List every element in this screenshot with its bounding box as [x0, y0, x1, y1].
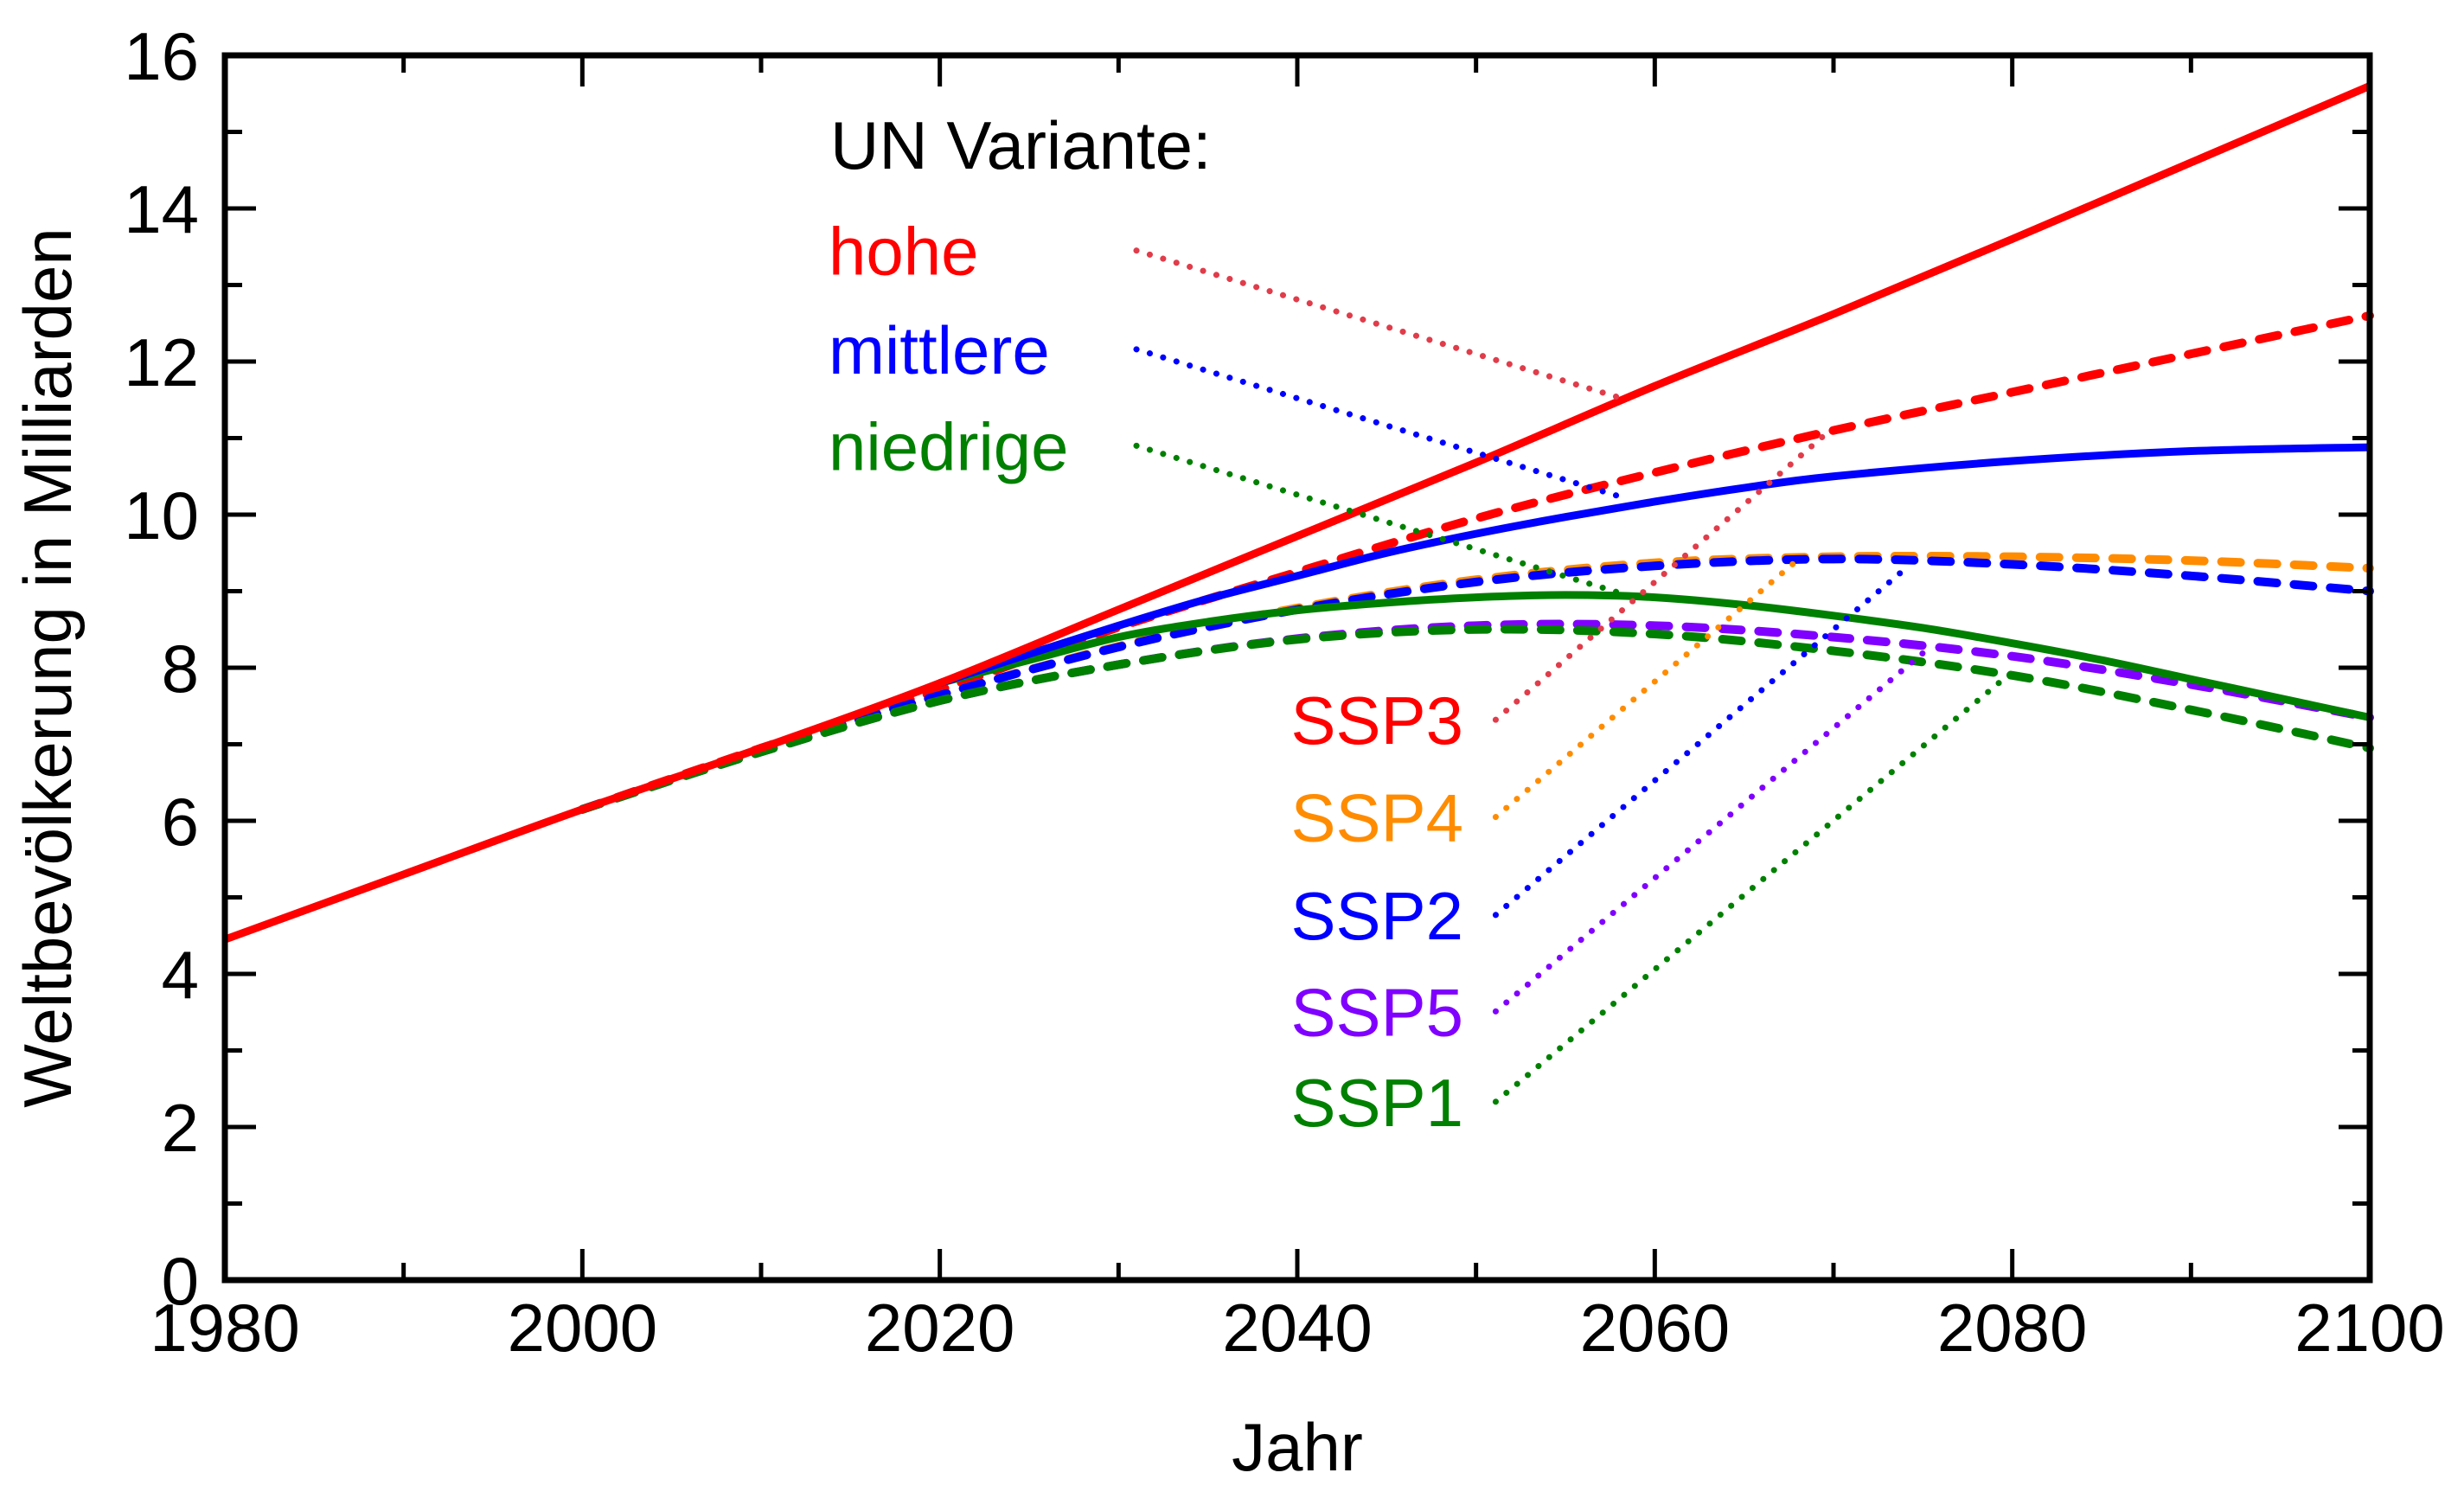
series-label-hohe: hohe [829, 214, 979, 290]
y-tick-label: 6 [162, 784, 199, 860]
legend-heading: UN Variante: [830, 107, 1212, 183]
y-tick-label: 14 [124, 171, 199, 247]
series-label-ssp3: SSP3 [1291, 682, 1463, 759]
leader-line-ssp2 [1492, 566, 1909, 919]
series-line-ssp3 [578, 311, 2374, 814]
x-tick-label: 2020 [865, 1290, 1015, 1366]
series-layer [223, 82, 2374, 944]
axes [221, 52, 2373, 1284]
leader-line-ssp5 [1492, 647, 1930, 1015]
y-tick-label: 4 [162, 937, 199, 1013]
leader-line-ssp1 [1492, 677, 2005, 1105]
tick-labels: 1980 2000 2020 2040 2060 2080 2100 0 2 4 6 8 10 12 14 1… [124, 18, 2445, 1366]
y-tick-label: 2 [162, 1090, 199, 1166]
series-label-ssp2: SSP2 [1291, 878, 1463, 954]
leader-line-mittlere [1133, 346, 1622, 500]
leader-line-ssp4 [1492, 554, 1803, 821]
x-axis-title: Jahr [1232, 1409, 1363, 1485]
x-tick-label: 2040 [1222, 1290, 1373, 1366]
series-labels: hohe mittlere niedrige SSP3 SSP4 SSP2 SSP5 SSP1 [829, 214, 1463, 1141]
series-label-ssp5: SSP5 [1291, 974, 1463, 1050]
series-line-ssp2 [578, 554, 2374, 814]
series-label-ssp1: SSP1 [1291, 1065, 1463, 1141]
x-tick-label: 1980 [150, 1290, 300, 1366]
y-axis-title: Weltbevölkerung in Milliarden [10, 227, 86, 1107]
x-tick-label: 2000 [508, 1290, 658, 1366]
x-tick-label: 2080 [1937, 1290, 2088, 1366]
y-tick-label: 8 [162, 631, 199, 707]
series-line-mittlere [938, 443, 2371, 687]
y-tick-label: 16 [124, 18, 199, 94]
y-tick-label: 0 [162, 1243, 199, 1319]
series-label-mittlere: mittlere [829, 312, 1050, 388]
x-tick-label: 2100 [2294, 1290, 2445, 1366]
leader-lines [1133, 247, 2005, 1105]
series-line-niedrige [938, 591, 2371, 721]
series-line-hohe [223, 82, 2371, 944]
x-tick-label: 2060 [1580, 1290, 1731, 1366]
series-label-niedrige: niedrige [829, 408, 1069, 484]
y-tick-label: 10 [124, 477, 199, 554]
leader-line-niedrige [1133, 442, 1622, 596]
leader-line-hohe [1133, 247, 1622, 401]
series-label-ssp4: SSP4 [1291, 780, 1463, 856]
series-line-ssp1 [578, 624, 2374, 814]
leader-line-ssp3 [1492, 433, 1827, 723]
y-tick-label: 12 [124, 324, 199, 400]
